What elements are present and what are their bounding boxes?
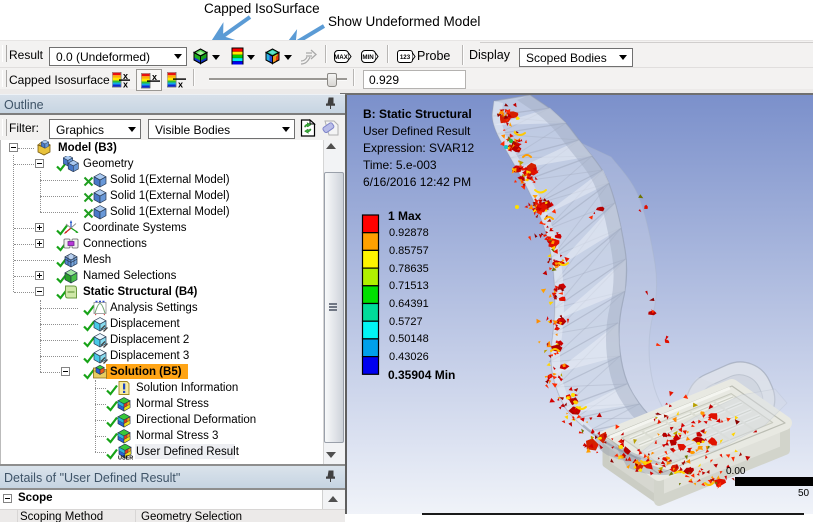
svg-text:x: x bbox=[123, 72, 128, 81]
svg-text:MAX: MAX bbox=[334, 54, 349, 61]
svg-text:MIN: MIN bbox=[362, 54, 374, 61]
svg-text:x: x bbox=[152, 73, 157, 82]
svg-text:x: x bbox=[123, 80, 128, 88]
svg-text:123: 123 bbox=[400, 54, 411, 61]
svg-text:x: x bbox=[178, 80, 183, 88]
